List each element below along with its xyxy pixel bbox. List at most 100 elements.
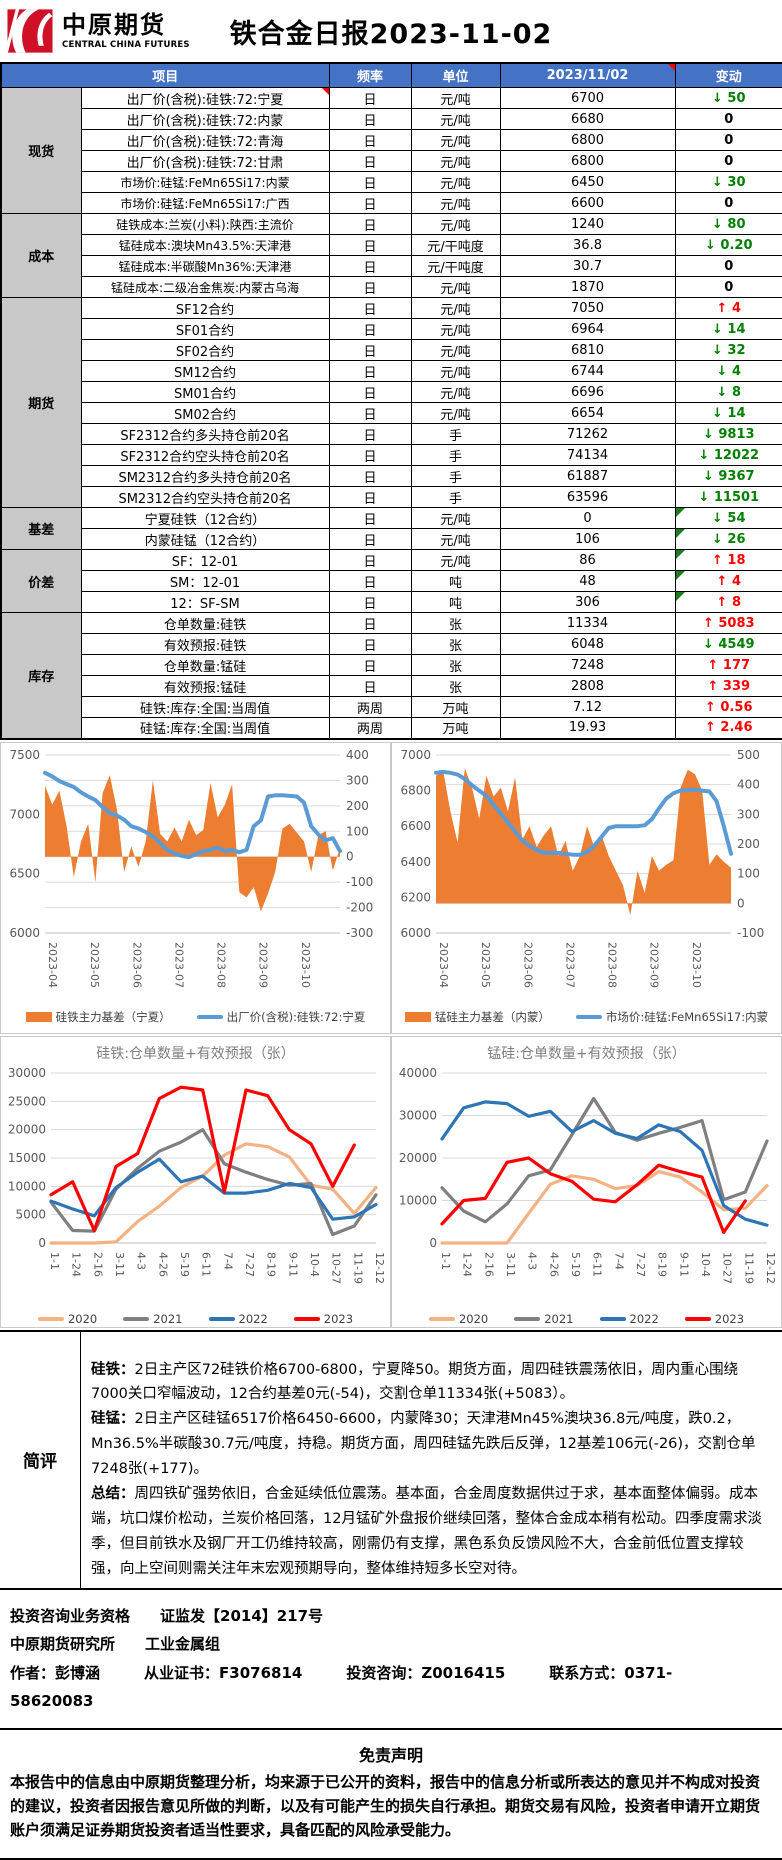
svg-text:2-16: 2-16 — [91, 1252, 104, 1277]
disclaimer-text: 本报告中的信息由中原期货整理分析，均来源于已公开的资料，报告中的信息分析或所表达… — [10, 1772, 761, 1839]
svg-text:6600: 6600 — [400, 819, 431, 833]
table-row: 市场价:硅锰:FeMn65Si17:内蒙日元/吨 6450 ↓ 30 — [1, 171, 782, 193]
cell-item: 锰硅成本:半碳酸Mn36%:天津港 — [80, 255, 330, 277]
legend-swatch-icon — [123, 1316, 150, 1321]
svg-text:100: 100 — [346, 824, 369, 838]
line-series — [43, 770, 342, 859]
cell-item: SM2312合约多头持仓前20名 — [80, 465, 330, 487]
cell-freq: 日 — [328, 360, 412, 382]
svg-text:4-26: 4-26 — [547, 1252, 560, 1277]
cell-change: ↑ 5083 — [674, 612, 782, 634]
cell-freq: 日 — [328, 465, 412, 487]
chart-sm-warehouse: 锰硅:仓单数量+有效预报（张） 40000 30000 20000 10000 0 1-1 1… — [391, 1035, 782, 1328]
table-row: 内蒙硅锰（12合约）日元/吨 106 ↓ 26 — [1, 528, 782, 550]
legend-swatch-icon — [575, 1014, 602, 1019]
cell-item: 宁夏硅铁（12合约） — [80, 507, 330, 529]
author-line: 作者：彭博涵 从业证书：F3076814 投资咨询：Z0016415 联系方式：037… — [10, 1659, 772, 1716]
legend-item: 2022 — [599, 1312, 659, 1326]
cell-item: 锰硅成本:二级冶金焦炭:内蒙古乌海 — [80, 276, 330, 298]
col-header-change: 变动 — [674, 62, 782, 88]
legend-swatch-icon — [599, 1316, 626, 1321]
svg-text:0: 0 — [737, 896, 745, 910]
cell-change: ↓ 11501 — [674, 486, 782, 508]
table-row: SM12合约日元/吨 6744 ↓ 4 — [1, 360, 782, 382]
svg-text:200: 200 — [346, 798, 369, 812]
svg-text:2023-05: 2023-05 — [479, 942, 492, 988]
cell-item: 硅锰:库存:全国:当周值 — [80, 717, 330, 739]
cell-item: SM02合约 — [80, 402, 330, 424]
cell-change: ↑ 8 — [674, 591, 782, 613]
cell-change: ↓ 4549 — [674, 633, 782, 655]
svg-text:5000: 5000 — [15, 1207, 46, 1221]
svg-text:400: 400 — [346, 748, 369, 762]
chart-sm-basis: 7000 6800 6600 6400 6200 6000 500 400 300 200 100 0… — [391, 741, 782, 1034]
cell-unit: 万吨 — [410, 717, 501, 739]
legend-swatch-icon — [428, 1316, 455, 1321]
line-series — [49, 1085, 356, 1232]
cell-item: 硅铁成本:兰炭(小料):陕西:主流价 — [80, 213, 330, 235]
cell-unit: 元/吨 — [410, 192, 501, 214]
cell-value: 61887 — [499, 465, 676, 487]
svg-text:6500: 6500 — [9, 866, 40, 880]
cell-value: 0 — [499, 507, 676, 529]
cell-unit: 元/吨 — [410, 528, 501, 550]
cell-item: 仓单数量:硅铁 — [80, 612, 330, 634]
svg-text:2023-06: 2023-06 — [521, 942, 534, 988]
cell-unit: 手 — [410, 465, 501, 487]
table-row: 锰硅成本:半碳酸Mn36%:天津港日元/干吨度 30.7 0 — [1, 255, 782, 277]
logo-company-name: 中原期货 — [62, 10, 166, 39]
cell-change: ↓ 0.20 — [674, 234, 782, 256]
svg-text:11-19: 11-19 — [351, 1252, 364, 1284]
col-header-date: 2023/11/02 — [499, 62, 676, 88]
svg-text:0: 0 — [38, 1236, 46, 1250]
cell-value: 30.7 — [499, 255, 676, 277]
cell-freq: 日 — [328, 87, 412, 109]
svg-text:5-19: 5-19 — [178, 1252, 191, 1277]
legend-item: 2023 — [684, 1312, 744, 1326]
svg-text:8-19: 8-19 — [265, 1252, 278, 1277]
legend-swatch-icon — [514, 1316, 541, 1321]
cell-freq: 日 — [328, 486, 412, 508]
cell-value: 6048 — [499, 633, 676, 655]
cell-freq: 日 — [328, 234, 412, 256]
cell-change: ↓ 9367 — [674, 465, 782, 487]
svg-text:7000: 7000 — [400, 748, 431, 762]
col-header-unit: 单位 — [410, 62, 501, 88]
cell-value: 6964 — [499, 318, 676, 340]
legend-swatch-icon — [37, 1316, 64, 1321]
cell-item: 有效预报:硅铁 — [80, 633, 330, 655]
area-series — [436, 767, 731, 915]
cell-value: 6700 — [499, 87, 676, 109]
logo-company-name-en: CENTRAL CHINA FUTURES — [62, 39, 190, 50]
cell-unit: 张 — [410, 612, 501, 634]
row-group-label: 基差 — [0, 507, 82, 550]
cell-change: ↓ 12022 — [674, 444, 782, 466]
legend-label: 2021 — [153, 1311, 183, 1326]
department-line: 中原期货研究所 工业金属组 — [10, 1635, 221, 1654]
table-row: 硅锰:库存:全国:当周值 两周 万吨 19.93 ↑ 2.46 — [1, 717, 782, 739]
row-group-label: 现货 — [0, 87, 82, 214]
cell-item: SF02合约 — [80, 339, 330, 361]
svg-text:12-12: 12-12 — [373, 1252, 386, 1284]
legend-label: 市场价:硅锰:FeMn65Si17:内蒙 — [605, 1009, 769, 1024]
disclaimer-section: 免责声明 本报告中的信息由中原期货整理分析，均来源于已公开的资料，报告中的信息分… — [0, 1730, 782, 1860]
svg-text:3-11: 3-11 — [113, 1252, 126, 1277]
svg-text:11-19: 11-19 — [742, 1252, 755, 1284]
cell-freq: 日 — [328, 255, 412, 277]
cell-change: ↑ 339 — [674, 675, 782, 697]
cell-unit: 吨 — [410, 570, 501, 592]
cell-value: 19.93 — [499, 717, 676, 739]
cell-change: ↑ 4 — [674, 570, 782, 592]
table-row: SM01合约日元/吨 6696 ↓ 8 — [1, 381, 782, 403]
legend-label: 2023 — [323, 1311, 354, 1326]
cell-freq: 两周 — [328, 696, 412, 718]
cell-unit: 元/吨 — [410, 339, 501, 361]
warehouse-charts-row: 硅铁:仓单数量+有效预报（张） 30000 25000 20000 15000 10000… — [0, 1035, 782, 1328]
svg-text:2023-06: 2023-06 — [130, 942, 143, 988]
svg-text:-300: -300 — [346, 926, 373, 940]
cell-freq: 日 — [328, 423, 412, 445]
table-row: 有效预报:锰硅日张 2808 ↑ 339 — [1, 675, 782, 697]
author-line-part: 作者：彭博涵 — [10, 1663, 101, 1682]
svg-text:2023-08: 2023-08 — [606, 942, 619, 988]
chart-canvas: 7500 7000 6500 6000 400 300 200 100 0 -100 -200 -30… — [9, 748, 373, 988]
